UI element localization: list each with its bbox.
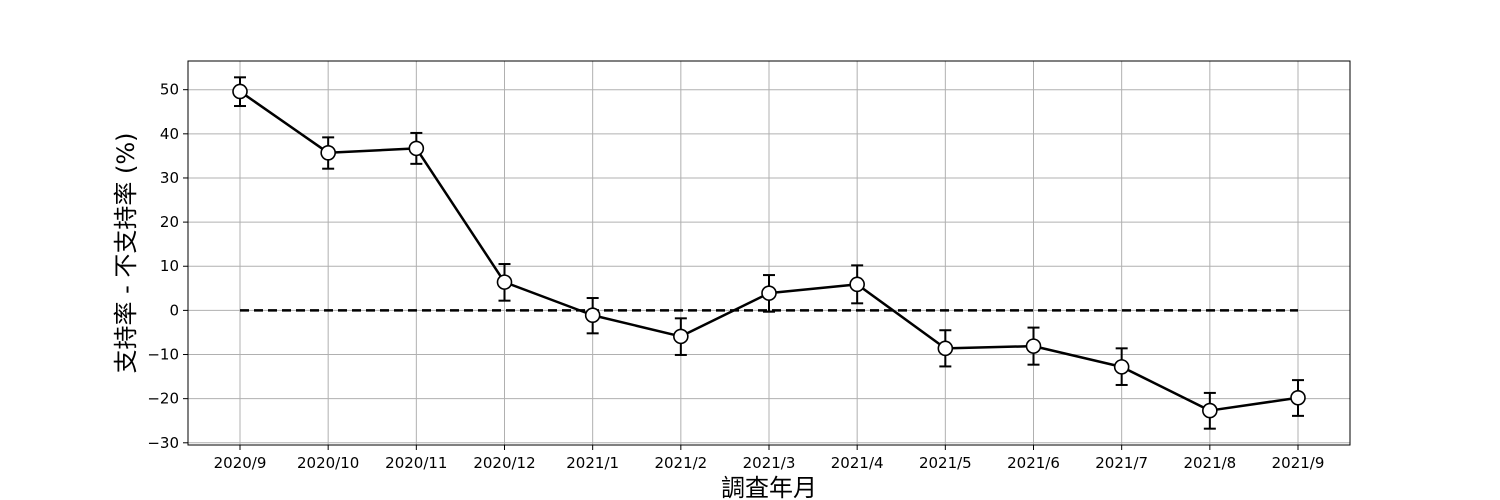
data-point [584,307,601,324]
data-points [232,83,1306,419]
data-point [320,145,336,161]
x-tick-label: 2021/5 [919,454,972,472]
y-tick-label: 20 [160,213,179,231]
data-point [496,274,513,290]
data-point [761,285,777,301]
y-tick-label: −20 [147,390,179,408]
x-tick-label: 2021/9 [1272,454,1325,472]
y-tick-label: 0 [169,301,179,319]
data-point [1025,338,1042,354]
y-tick-label: −30 [147,434,179,452]
x-tick-label: 2021/4 [831,454,884,472]
data-point [1113,359,1130,375]
x-tick-label: 2021/6 [1007,454,1060,472]
x-tick-label: 2020/10 [297,454,359,472]
y-axis-label: 支持率 - 不支持率 (%) [112,132,140,373]
y-tick-label: 50 [160,81,179,99]
x-tick-label: 2020/11 [385,454,447,472]
x-tick-label: 2021/1 [566,454,619,472]
x-tick-label: 2021/8 [1183,454,1236,472]
data-point [232,83,248,100]
data-point [673,328,689,345]
x-axis-label: 調査年月 [721,474,817,500]
y-axis-ticks: 50 40 30 20 10 0 −10 −20 −30 [147,81,188,452]
data-point [849,276,865,293]
x-tick-label: 2021/7 [1095,454,1148,472]
y-tick-label: 40 [160,125,179,143]
x-tick-label: 2021/2 [654,454,707,472]
data-point [408,140,425,157]
y-tick-label: 10 [160,257,179,275]
x-tick-label: 2020/12 [473,454,535,472]
x-axis-ticks: 2020/9 2020/10 2020/11 2020/12 2021/1 2021/2 2… [214,445,1325,472]
data-point [1202,402,1218,419]
data-point [937,340,954,357]
x-tick-label: 2021/3 [743,454,796,472]
y-tick-label: −10 [147,346,179,364]
data-point [1290,389,1306,406]
grid-lines [188,61,1350,445]
y-tick-label: 30 [160,169,179,187]
x-tick-label: 2020/9 [214,454,267,472]
